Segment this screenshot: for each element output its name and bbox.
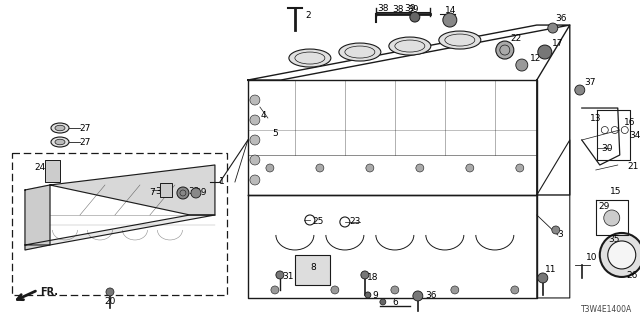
- Ellipse shape: [389, 37, 431, 55]
- Circle shape: [604, 210, 620, 226]
- Text: 20: 20: [104, 298, 116, 307]
- Text: 12: 12: [530, 53, 541, 62]
- Text: 4: 4: [260, 110, 266, 119]
- Text: 14: 14: [445, 5, 456, 14]
- Text: 27: 27: [79, 124, 91, 132]
- Circle shape: [413, 291, 423, 301]
- Circle shape: [410, 12, 420, 22]
- Circle shape: [575, 85, 585, 95]
- Circle shape: [250, 155, 260, 165]
- Ellipse shape: [51, 123, 69, 133]
- Text: 31: 31: [282, 272, 294, 282]
- Text: 35: 35: [608, 236, 620, 244]
- Text: 26: 26: [626, 271, 637, 280]
- Text: 36: 36: [555, 13, 566, 22]
- Text: 8: 8: [310, 263, 316, 272]
- Circle shape: [600, 233, 640, 277]
- Circle shape: [451, 286, 459, 294]
- Text: 17: 17: [552, 38, 564, 48]
- Circle shape: [466, 164, 474, 172]
- Ellipse shape: [439, 31, 481, 49]
- Polygon shape: [25, 185, 50, 250]
- Circle shape: [443, 13, 457, 27]
- Ellipse shape: [51, 137, 69, 147]
- Text: 28: 28: [605, 213, 616, 222]
- Text: 5: 5: [272, 129, 278, 138]
- Polygon shape: [25, 215, 215, 245]
- Circle shape: [516, 59, 528, 71]
- Text: 6: 6: [392, 299, 397, 308]
- Text: 21: 21: [627, 163, 639, 172]
- Circle shape: [516, 164, 524, 172]
- Text: 27: 27: [79, 138, 91, 147]
- Text: 16: 16: [624, 117, 636, 126]
- Circle shape: [511, 286, 519, 294]
- Text: 39: 39: [404, 4, 415, 12]
- Circle shape: [552, 226, 560, 234]
- Text: FR.: FR.: [40, 287, 58, 297]
- Circle shape: [416, 164, 424, 172]
- Circle shape: [191, 188, 201, 198]
- Circle shape: [496, 41, 514, 59]
- Text: T3W4E1400A: T3W4E1400A: [580, 305, 632, 314]
- Ellipse shape: [339, 43, 381, 61]
- Text: 19: 19: [196, 188, 207, 197]
- Text: 7: 7: [149, 188, 155, 197]
- Text: 2: 2: [305, 11, 310, 20]
- Circle shape: [250, 115, 260, 125]
- Text: 34: 34: [629, 131, 640, 140]
- Text: 22: 22: [510, 34, 522, 43]
- Text: 13: 13: [590, 114, 602, 123]
- Circle shape: [250, 95, 260, 105]
- Ellipse shape: [55, 139, 65, 145]
- Text: 11: 11: [545, 266, 557, 275]
- Circle shape: [361, 271, 369, 279]
- Circle shape: [250, 175, 260, 185]
- Circle shape: [608, 241, 636, 269]
- Circle shape: [538, 45, 552, 59]
- Circle shape: [538, 273, 548, 283]
- Circle shape: [365, 292, 371, 298]
- Text: 32: 32: [188, 188, 200, 196]
- Text: 30: 30: [601, 143, 612, 153]
- Circle shape: [276, 271, 284, 279]
- Text: 37: 37: [584, 77, 596, 86]
- Text: 10: 10: [586, 253, 598, 262]
- Text: 15: 15: [610, 188, 621, 196]
- Circle shape: [316, 164, 324, 172]
- Polygon shape: [50, 165, 215, 215]
- Text: 23: 23: [349, 218, 360, 227]
- Text: 3: 3: [557, 230, 563, 239]
- Text: 38: 38: [392, 4, 404, 13]
- Bar: [45, 160, 60, 182]
- Text: 18: 18: [367, 274, 379, 283]
- Circle shape: [271, 286, 279, 294]
- Text: 24: 24: [35, 164, 45, 172]
- Circle shape: [391, 286, 399, 294]
- Text: 36: 36: [425, 292, 436, 300]
- Circle shape: [548, 23, 558, 33]
- Circle shape: [250, 135, 260, 145]
- Text: 33: 33: [155, 188, 166, 196]
- Text: 1: 1: [219, 178, 225, 187]
- Ellipse shape: [289, 49, 331, 67]
- Bar: [295, 255, 330, 285]
- Text: 38: 38: [377, 4, 388, 12]
- Text: 9: 9: [372, 292, 378, 300]
- Circle shape: [177, 187, 189, 199]
- Text: 39: 39: [407, 4, 419, 13]
- Circle shape: [106, 288, 114, 296]
- Circle shape: [366, 164, 374, 172]
- Text: 25: 25: [312, 218, 324, 227]
- Circle shape: [331, 286, 339, 294]
- Circle shape: [266, 164, 274, 172]
- Circle shape: [380, 299, 386, 305]
- Bar: [160, 183, 172, 197]
- Ellipse shape: [55, 125, 65, 131]
- Text: 29: 29: [598, 203, 609, 212]
